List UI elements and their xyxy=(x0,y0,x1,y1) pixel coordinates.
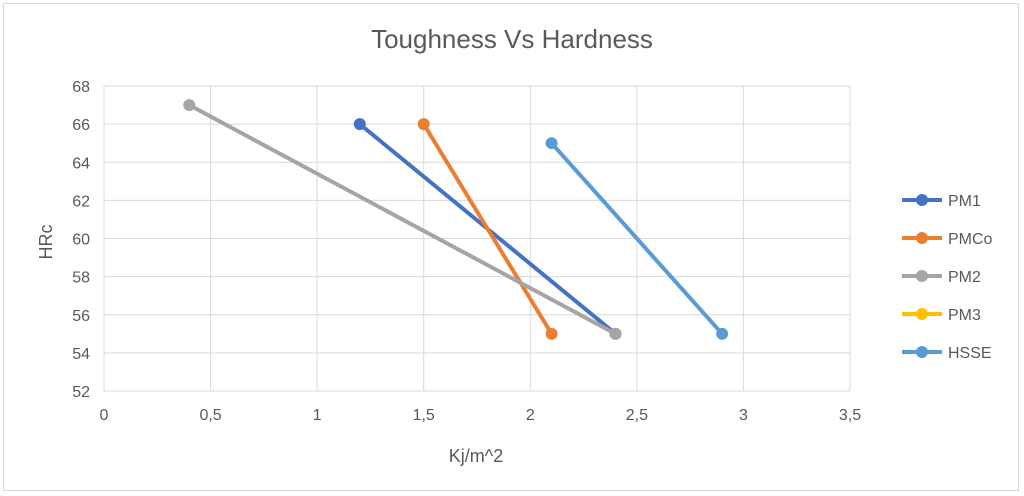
data-point xyxy=(545,327,558,340)
y-axis-ticks: 52 54 56 58 60 62 64 66 68 xyxy=(72,79,90,401)
x-tick-label: 3 xyxy=(739,407,748,424)
x-tick-label: 1,5 xyxy=(413,407,435,424)
legend-swatch-marker xyxy=(916,194,928,206)
x-tick-label: 2 xyxy=(526,407,535,424)
legend-swatch-marker xyxy=(916,232,928,244)
series-hsse xyxy=(545,137,729,340)
x-axis-title: Kj/m^2 xyxy=(449,446,503,466)
x-axis-ticks: 0 0,5 1 1,5 2 2,5 3 3,5 xyxy=(100,407,862,424)
legend-swatch-marker xyxy=(916,270,928,282)
x-tick-label: 0 xyxy=(100,407,109,424)
gridlines xyxy=(103,85,851,392)
y-tick-label: 68 xyxy=(72,79,90,96)
x-tick-label: 3,5 xyxy=(839,407,861,424)
legend-label: PM3 xyxy=(948,307,981,324)
data-point xyxy=(609,327,622,340)
legend-item: PM3 xyxy=(902,307,981,324)
y-tick-label: 58 xyxy=(72,270,90,287)
legend-swatch-marker xyxy=(916,308,928,320)
y-tick-label: 56 xyxy=(72,308,90,325)
series-line xyxy=(421,122,554,336)
x-tick-label: 0,5 xyxy=(199,407,221,424)
y-tick-label: 54 xyxy=(72,346,90,363)
legend-label: HSSE xyxy=(948,345,992,362)
chart-title: Toughness Vs Hardness xyxy=(371,24,653,54)
legend-item: PMCo xyxy=(902,231,993,248)
y-tick-label: 52 xyxy=(72,384,90,401)
y-axis-title: HRc xyxy=(36,225,56,260)
legend: PM1 PMCo PM2 PM3 HSSE xyxy=(902,193,993,362)
series-pm2 xyxy=(183,99,622,340)
legend-label: PM1 xyxy=(948,193,981,210)
series-layer xyxy=(183,99,729,340)
x-tick-label: 2,5 xyxy=(626,407,648,424)
x-tick-label: 1 xyxy=(313,407,322,424)
data-point xyxy=(183,99,196,112)
series-line xyxy=(549,141,725,336)
y-tick-label: 62 xyxy=(72,193,90,210)
legend-swatch-marker xyxy=(916,346,928,358)
legend-label: PM2 xyxy=(948,269,981,286)
legend-item: PM1 xyxy=(902,193,981,210)
data-point xyxy=(353,118,366,131)
series-pmco xyxy=(417,118,558,340)
y-tick-label: 66 xyxy=(72,117,90,134)
series-line xyxy=(187,103,618,336)
legend-item: HSSE xyxy=(902,345,992,362)
legend-item: PM2 xyxy=(902,269,981,286)
legend-label: PMCo xyxy=(948,231,993,248)
data-point xyxy=(545,137,558,150)
data-point xyxy=(417,118,430,131)
data-point xyxy=(716,327,729,340)
y-tick-label: 64 xyxy=(72,155,90,172)
y-tick-label: 60 xyxy=(72,232,90,249)
